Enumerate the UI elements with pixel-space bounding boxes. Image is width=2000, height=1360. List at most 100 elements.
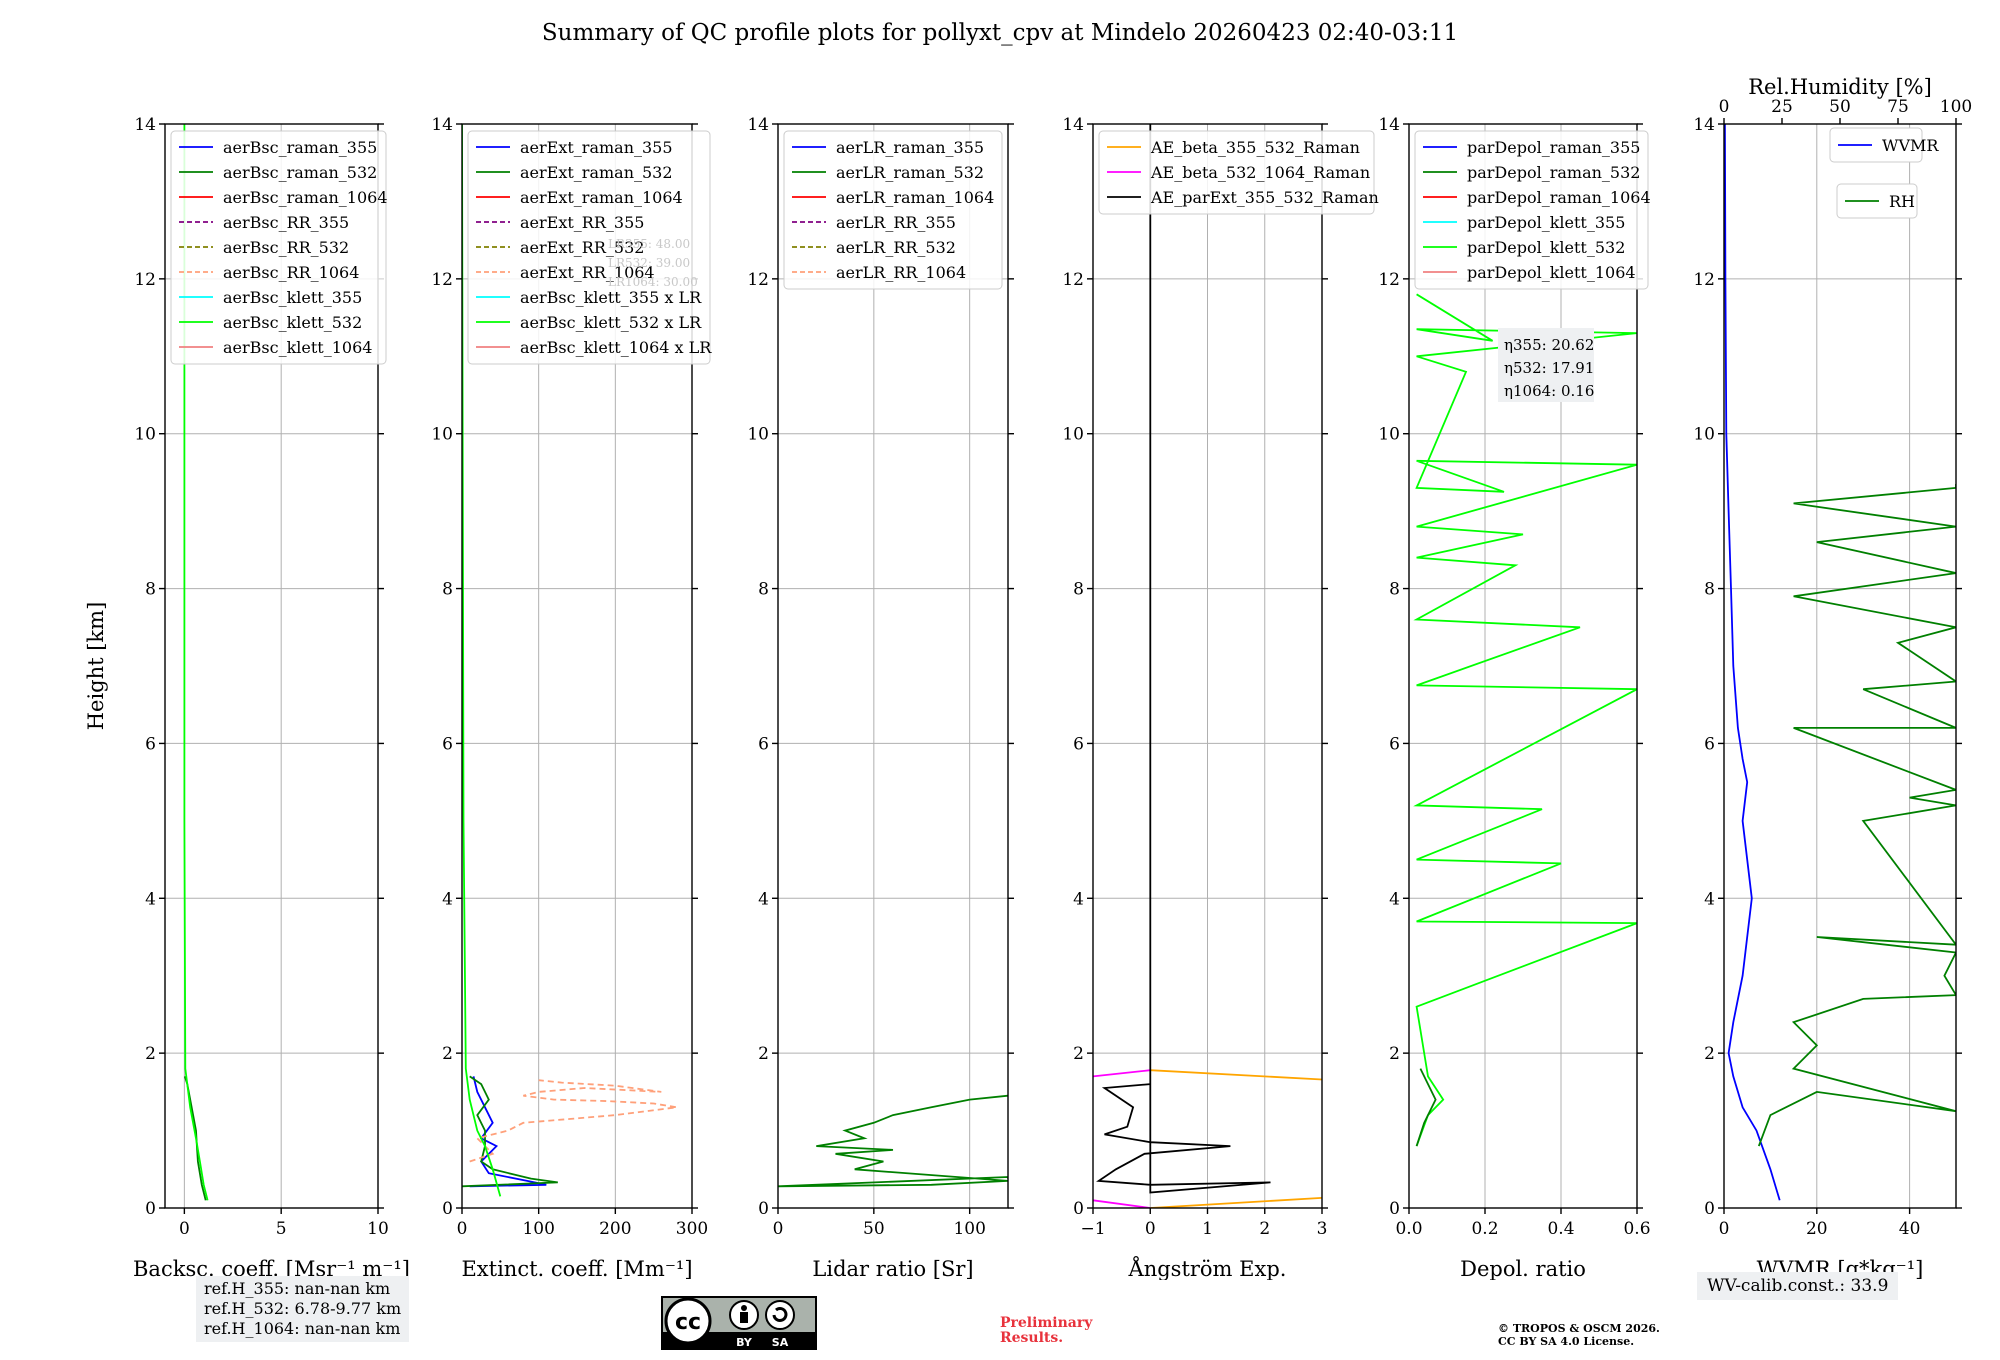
- legend-label: aerBsc_klett_355 x LR: [520, 288, 702, 307]
- legend-label: aerBsc_RR_1064: [223, 263, 359, 282]
- legend-label: parDepol_klett_532: [1467, 238, 1625, 257]
- x-tick-label: 0.2: [1471, 1219, 1498, 1239]
- x-tick-label: 40: [1899, 1219, 1921, 1239]
- y-tick-label: 0: [1073, 1199, 1084, 1219]
- y-tick-label: 12: [1378, 270, 1400, 290]
- series-aerExt_RR_1064: [469, 1079, 677, 1163]
- legend-label: aerBsc_klett_532: [223, 313, 362, 332]
- svg-text:cc: cc: [675, 1310, 701, 1335]
- series-RH: [1757, 484, 1956, 1147]
- x-tick-label: 0.0: [1395, 1219, 1422, 1239]
- panel-lr: 0 2 4 6 8 10 12 14 0 50 100 Lidar ratio [Sr] aerLR_r…: [747, 115, 1014, 1280]
- y-tick-label: 4: [1073, 889, 1084, 909]
- legend-box: [1829, 127, 1923, 163]
- top-tick-label: 25: [1771, 97, 1793, 117]
- eta-annotation: η1064: 0.16: [1504, 382, 1594, 400]
- y-tick-label: 0: [758, 1199, 769, 1219]
- axes-frame: [461, 123, 693, 1209]
- series-aerExt_raman_355: [469, 1076, 547, 1188]
- wv-calib-box: WV-calib.const.: 33.9: [1697, 1272, 1899, 1300]
- y-tick-label: 12: [1062, 270, 1084, 290]
- x-axis-label: Extinct. coeff. [Mm⁻¹]: [461, 1257, 692, 1280]
- y-tick-label: 14: [431, 115, 453, 135]
- y-tick-label: 4: [758, 889, 769, 909]
- y-tick-label: 0: [1704, 1199, 1715, 1219]
- axes-frame: [164, 123, 379, 1209]
- x-tick-label: 1: [1202, 1219, 1213, 1239]
- x-axis-label: Lidar ratio [Sr]: [812, 1257, 973, 1280]
- legend-label: aerBsc_raman_532: [223, 163, 377, 182]
- top-tick-label: 75: [1887, 97, 1909, 117]
- y-tick-label: 2: [1389, 1044, 1400, 1064]
- legend-box: [170, 130, 387, 365]
- legend-box: [1098, 130, 1375, 215]
- legend-label: aerBsc_klett_1064: [223, 338, 372, 357]
- series-WVMR: [1724, 124, 1781, 1201]
- x-tick-label: 0.6: [1623, 1219, 1650, 1239]
- cc-license-badge: cc BY SA: [661, 1296, 817, 1350]
- x-tick-label: 0: [457, 1219, 468, 1239]
- legend-label: aerExt_RR_532: [520, 238, 644, 257]
- legend-box: [1414, 130, 1649, 290]
- y-tick-label: 6: [1704, 734, 1715, 754]
- main-title: Summary of QC profile plots for pollyxt_…: [541, 20, 1459, 46]
- y-tick-label: 2: [1073, 1044, 1084, 1064]
- x-tick-label: 0: [773, 1219, 784, 1239]
- legend-label: aerExt_raman_532: [520, 163, 673, 182]
- axes-frame: [1408, 123, 1638, 1209]
- y-tick-label: 10: [431, 425, 453, 445]
- top-tick-label: 0: [1719, 97, 1730, 117]
- x-axis-label: Depol. ratio: [1460, 1257, 1586, 1280]
- legend-label: aerExt_raman_1064: [520, 188, 683, 207]
- legend-label: aerExt_RR_1064: [520, 263, 655, 282]
- x-tick-label: 0: [179, 1219, 190, 1239]
- x-tick-label: 100: [522, 1219, 554, 1239]
- y-axis-label: Height [km]: [84, 602, 108, 731]
- x-tick-label: 50: [863, 1219, 885, 1239]
- copyright-note: © TROPOS & OSCM 2026. CC BY SA 4.0 Licen…: [1498, 1322, 1660, 1348]
- legend-label: AE_beta_355_532_Raman: [1150, 138, 1360, 157]
- legend-label: aerExt_RR_355: [520, 213, 644, 232]
- legend-label: aerBsc_klett_355: [223, 288, 362, 307]
- ref-height-1064: ref.H_1064: nan-nan km: [204, 1319, 401, 1338]
- x-tick-label: −1: [1080, 1219, 1105, 1239]
- legend-label: RH: [1889, 192, 1915, 211]
- lr-annotation: LR532: 39.00: [608, 256, 690, 270]
- y-tick-label: 12: [747, 270, 769, 290]
- copyright-line-2: CC BY SA 4.0 License.: [1498, 1335, 1635, 1348]
- y-tick-label: 8: [1704, 580, 1715, 600]
- series-aerLR_raman_532: [778, 1094, 1008, 1188]
- legend-label: aerBsc_raman_355: [223, 138, 377, 157]
- axes-frame: [1723, 123, 1957, 1209]
- x-tick-label: 10: [367, 1219, 389, 1239]
- x-axis-label: Backsc. coeff. [Msr⁻¹ m⁻¹]: [133, 1257, 410, 1280]
- x-axis-label: Ångström Exp.: [1128, 1256, 1287, 1280]
- legend-label: parDepol_klett_355: [1467, 213, 1625, 232]
- x-tick-label: 20: [1806, 1219, 1828, 1239]
- y-tick-label: 12: [134, 270, 156, 290]
- y-tick-label: 2: [442, 1044, 453, 1064]
- x-tick-label: 300: [676, 1219, 708, 1239]
- eta-annotation: η355: 20.62: [1504, 336, 1594, 354]
- y-tick-label: 6: [145, 734, 156, 754]
- x-tick-label: 0: [1145, 1219, 1156, 1239]
- series-AE_parExt_355_532_Raman: [1096, 124, 1271, 1194]
- copyright-line-1: © TROPOS & OSCM 2026.: [1498, 1322, 1660, 1335]
- preliminary-line-2: Results.: [1000, 1330, 1064, 1346]
- y-tick-label: 12: [1693, 270, 1715, 290]
- eta-annotation: η532: 17.91: [1504, 359, 1594, 377]
- legend-label: aerExt_raman_355: [520, 138, 673, 157]
- y-tick-label: 10: [134, 425, 156, 445]
- legend-box: [467, 130, 711, 365]
- legend-label: aerLR_RR_532: [836, 238, 956, 257]
- y-tick-label: 8: [145, 580, 156, 600]
- series-parDepol_klett_532: [1413, 293, 1637, 1147]
- cc-by-label: BY: [736, 1336, 753, 1349]
- top-axis-label: Rel.Humidity [%]: [1748, 75, 1932, 99]
- y-tick-label: 8: [442, 580, 453, 600]
- y-tick-label: 4: [1389, 889, 1400, 909]
- y-tick-label: 6: [442, 734, 453, 754]
- x-tick-label: 0.4: [1547, 1219, 1574, 1239]
